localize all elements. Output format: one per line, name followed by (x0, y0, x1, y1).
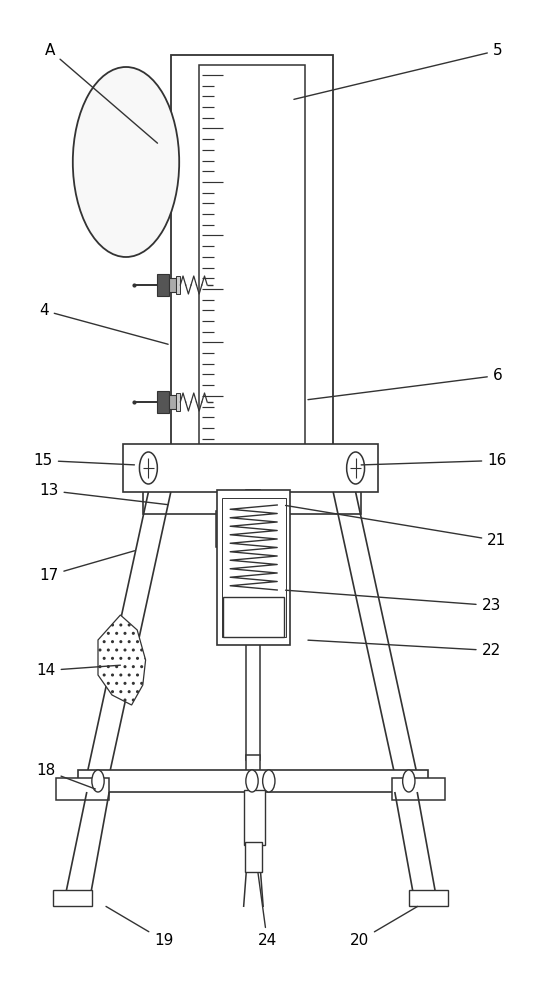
Bar (176, 276, 180, 294)
Text: 24: 24 (258, 873, 277, 948)
Bar (199, 65, 305, 475)
Bar (246, 755, 260, 870)
Text: 15: 15 (34, 453, 134, 468)
Text: 13: 13 (39, 483, 168, 505)
Circle shape (403, 770, 415, 792)
Text: 21: 21 (286, 505, 506, 548)
Text: 23: 23 (286, 590, 501, 613)
Text: 6: 6 (308, 368, 502, 400)
Text: 22: 22 (308, 640, 501, 658)
Bar (157, 274, 169, 296)
Bar (56, 778, 109, 800)
Bar (157, 391, 169, 413)
Circle shape (73, 67, 179, 257)
Bar (246, 490, 260, 545)
Bar (223, 597, 284, 637)
Bar (217, 490, 290, 645)
Bar (169, 395, 176, 409)
Text: 18: 18 (36, 763, 95, 789)
Text: 16: 16 (361, 453, 507, 468)
Text: 14: 14 (36, 663, 120, 678)
Text: 4: 4 (39, 303, 168, 344)
Text: A: A (45, 43, 157, 143)
Bar (129, 152, 134, 172)
Bar (409, 890, 448, 906)
Bar (244, 790, 265, 845)
Text: 20: 20 (350, 906, 418, 948)
Circle shape (139, 452, 157, 484)
Text: 17: 17 (39, 551, 134, 583)
Bar (78, 770, 428, 792)
Bar (392, 778, 445, 800)
Polygon shape (98, 615, 146, 705)
Circle shape (246, 770, 258, 792)
Bar (245, 842, 262, 872)
Bar (53, 890, 92, 906)
Bar (169, 278, 176, 292)
Text: 19: 19 (106, 906, 174, 948)
Bar (216, 511, 288, 547)
Text: 5: 5 (294, 43, 502, 99)
Bar (176, 393, 180, 411)
Circle shape (92, 770, 104, 792)
Circle shape (347, 452, 365, 484)
Bar (122, 154, 129, 170)
Bar (123, 444, 378, 492)
Bar (171, 55, 333, 485)
Circle shape (263, 770, 275, 792)
Bar (222, 498, 286, 637)
Bar (246, 580, 260, 760)
Bar (107, 149, 122, 175)
Bar (143, 479, 361, 514)
